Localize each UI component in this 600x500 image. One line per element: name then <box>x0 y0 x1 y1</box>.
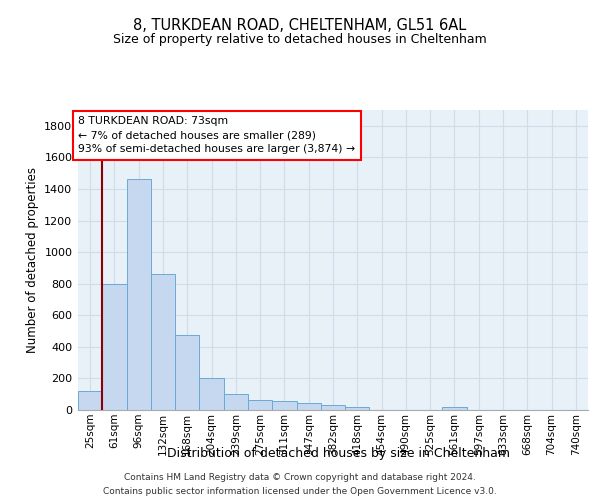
Bar <box>199 378 224 410</box>
Bar <box>224 394 248 410</box>
Text: 8 TURKDEAN ROAD: 73sqm
← 7% of detached houses are smaller (289)
93% of semi-det: 8 TURKDEAN ROAD: 73sqm ← 7% of detached … <box>79 116 356 154</box>
Bar <box>175 335 199 410</box>
Y-axis label: Number of detached properties: Number of detached properties <box>26 167 39 353</box>
Bar <box>272 402 296 410</box>
Text: Contains public sector information licensed under the Open Government Licence v3: Contains public sector information licen… <box>103 488 497 496</box>
Text: 8, TURKDEAN ROAD, CHELTENHAM, GL51 6AL: 8, TURKDEAN ROAD, CHELTENHAM, GL51 6AL <box>133 18 467 32</box>
Bar <box>102 284 127 410</box>
Text: Distribution of detached houses by size in Cheltenham: Distribution of detached houses by size … <box>167 448 511 460</box>
Bar <box>442 407 467 410</box>
Bar <box>248 400 272 410</box>
Bar <box>151 274 175 410</box>
Bar <box>127 180 151 410</box>
Text: Size of property relative to detached houses in Cheltenham: Size of property relative to detached ho… <box>113 32 487 46</box>
Bar <box>345 407 370 410</box>
Bar <box>321 406 345 410</box>
Bar <box>296 403 321 410</box>
Text: Contains HM Land Registry data © Crown copyright and database right 2024.: Contains HM Land Registry data © Crown c… <box>124 472 476 482</box>
Bar <box>78 391 102 410</box>
